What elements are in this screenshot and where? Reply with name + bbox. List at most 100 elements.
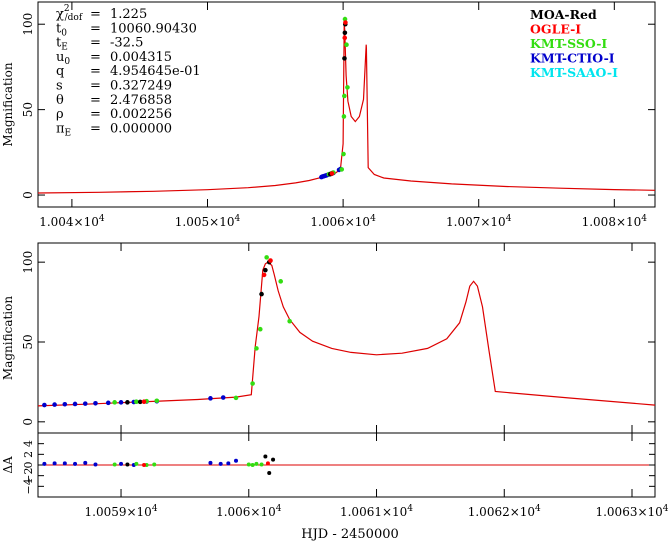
residual-point xyxy=(119,461,124,466)
legend-entry: KMT-CTIO-I xyxy=(530,51,615,66)
data-point xyxy=(341,114,347,119)
data-point xyxy=(278,279,284,284)
residual-point xyxy=(271,457,276,462)
data-point xyxy=(105,400,111,406)
data-point xyxy=(268,258,273,263)
plot-frame xyxy=(37,242,656,434)
overview-panel: 0 50 100 Magnification 1.004×104 1.005×104 1.0… xyxy=(1,1,656,229)
y-tick-label: 100 xyxy=(21,13,35,36)
param-symbol: t0 xyxy=(56,21,67,38)
residual-point xyxy=(83,460,88,465)
model-parameters: χ2/dof = 1.225 t0 = 10060.90430 tE = -32.5 u0 = 0.0… xyxy=(56,4,201,138)
y-tick-label: 0 xyxy=(22,462,35,469)
plot-frame xyxy=(37,1,656,208)
param-value: 0.327249 xyxy=(110,79,172,94)
residual-point xyxy=(42,461,47,466)
data-point xyxy=(112,400,117,405)
data-point xyxy=(233,395,239,401)
param-value: 1.225 xyxy=(110,7,147,22)
legend-entry: KMT-SAAO-I xyxy=(530,65,618,80)
param-value: 0.002256 xyxy=(110,107,172,122)
x-axis-title: HJD - 2450000 xyxy=(301,527,399,542)
x-tick-label: 1.005×104 xyxy=(175,214,241,229)
data-point xyxy=(154,398,160,404)
data-point xyxy=(254,346,259,351)
x-tick-label: 1.0059×104 xyxy=(85,504,158,519)
x-tick-label: 1.004×104 xyxy=(39,214,105,229)
data-point xyxy=(287,318,292,324)
residual-point xyxy=(112,462,117,467)
x-tick-label: 1.0063×104 xyxy=(595,504,668,519)
data-point xyxy=(344,42,349,48)
param-equals: = xyxy=(90,79,101,94)
x-tick-label: 1.0062×104 xyxy=(468,504,541,519)
y-tick-label: 4 xyxy=(22,440,35,447)
data-point xyxy=(339,167,345,172)
data-point xyxy=(141,399,147,405)
param-equals: = xyxy=(90,50,101,65)
param-symbol: ρ xyxy=(56,107,64,122)
residual-point xyxy=(226,461,231,466)
data-point xyxy=(125,400,130,405)
legend: MOA-RedOGLE-IKMT-SSO-IKMT-CTIO-IKMT-SAAO… xyxy=(530,7,618,80)
model-curve xyxy=(37,24,656,194)
x-tick-label: 1.006×104 xyxy=(216,504,282,519)
param-value: 10060.90430 xyxy=(110,21,197,36)
data-point xyxy=(118,400,124,405)
data-point xyxy=(134,399,139,405)
residual-point xyxy=(246,462,251,467)
param-value: 0.004315 xyxy=(110,50,172,65)
y-tick-label: 0 xyxy=(21,418,35,426)
residual-point xyxy=(62,461,67,466)
param-symbol: χ2/dof xyxy=(56,4,83,23)
residual-point xyxy=(125,462,130,467)
param-equals: = xyxy=(90,36,101,51)
residual-point xyxy=(152,462,157,467)
param-symbol: πE xyxy=(56,121,71,138)
data-point xyxy=(62,401,68,407)
residuals-panel: 4 2 0−2−4 ΔA 1.0059×104 1.006×104 1.0061×104 1.… xyxy=(1,432,669,519)
data-point xyxy=(72,401,78,407)
y-axis-title: Magnification xyxy=(1,296,15,380)
param-equals: = xyxy=(90,7,101,22)
param-symbol: tE xyxy=(56,36,68,53)
residual-point xyxy=(254,461,259,466)
data-point xyxy=(345,85,350,90)
residual-point xyxy=(267,471,272,475)
param-value: -32.5 xyxy=(110,36,143,51)
data-point xyxy=(52,402,57,407)
data-point xyxy=(263,267,268,273)
y-tick-label: 50 xyxy=(21,334,35,349)
residual-point xyxy=(259,462,264,467)
legend-entry: MOA-Red xyxy=(530,7,597,22)
data-point xyxy=(82,401,88,406)
residual-point xyxy=(265,461,270,466)
data-point xyxy=(329,171,335,176)
model-curve xyxy=(37,261,656,407)
residual-point xyxy=(52,461,57,466)
data-point xyxy=(264,255,269,260)
data-point xyxy=(343,20,348,25)
y-axis-title: ΔA xyxy=(1,456,15,474)
param-equals: = xyxy=(90,107,101,122)
residual-point xyxy=(142,463,147,467)
y-tick-label: 0 xyxy=(21,191,35,199)
data-point xyxy=(341,151,346,157)
y-axis-title: Magnification xyxy=(1,62,15,146)
data-point xyxy=(259,291,264,297)
x-tick-label: 1.006×104 xyxy=(310,214,376,229)
residual-point xyxy=(234,458,239,463)
residual-point xyxy=(218,461,223,466)
param-equals: = xyxy=(90,93,101,108)
zoom-panel: 0 50 100 Magnification xyxy=(1,242,656,434)
param-symbol: u0 xyxy=(56,50,70,67)
param-equals: = xyxy=(90,121,101,136)
data-point xyxy=(137,399,143,405)
param-symbol: θ xyxy=(56,93,64,108)
y-tick-label: −2 xyxy=(22,468,35,484)
y-tick-label: 2 xyxy=(22,451,35,458)
data-point xyxy=(220,395,226,400)
data-point xyxy=(342,30,348,36)
x-tick-label: 1.0061×104 xyxy=(340,504,413,519)
